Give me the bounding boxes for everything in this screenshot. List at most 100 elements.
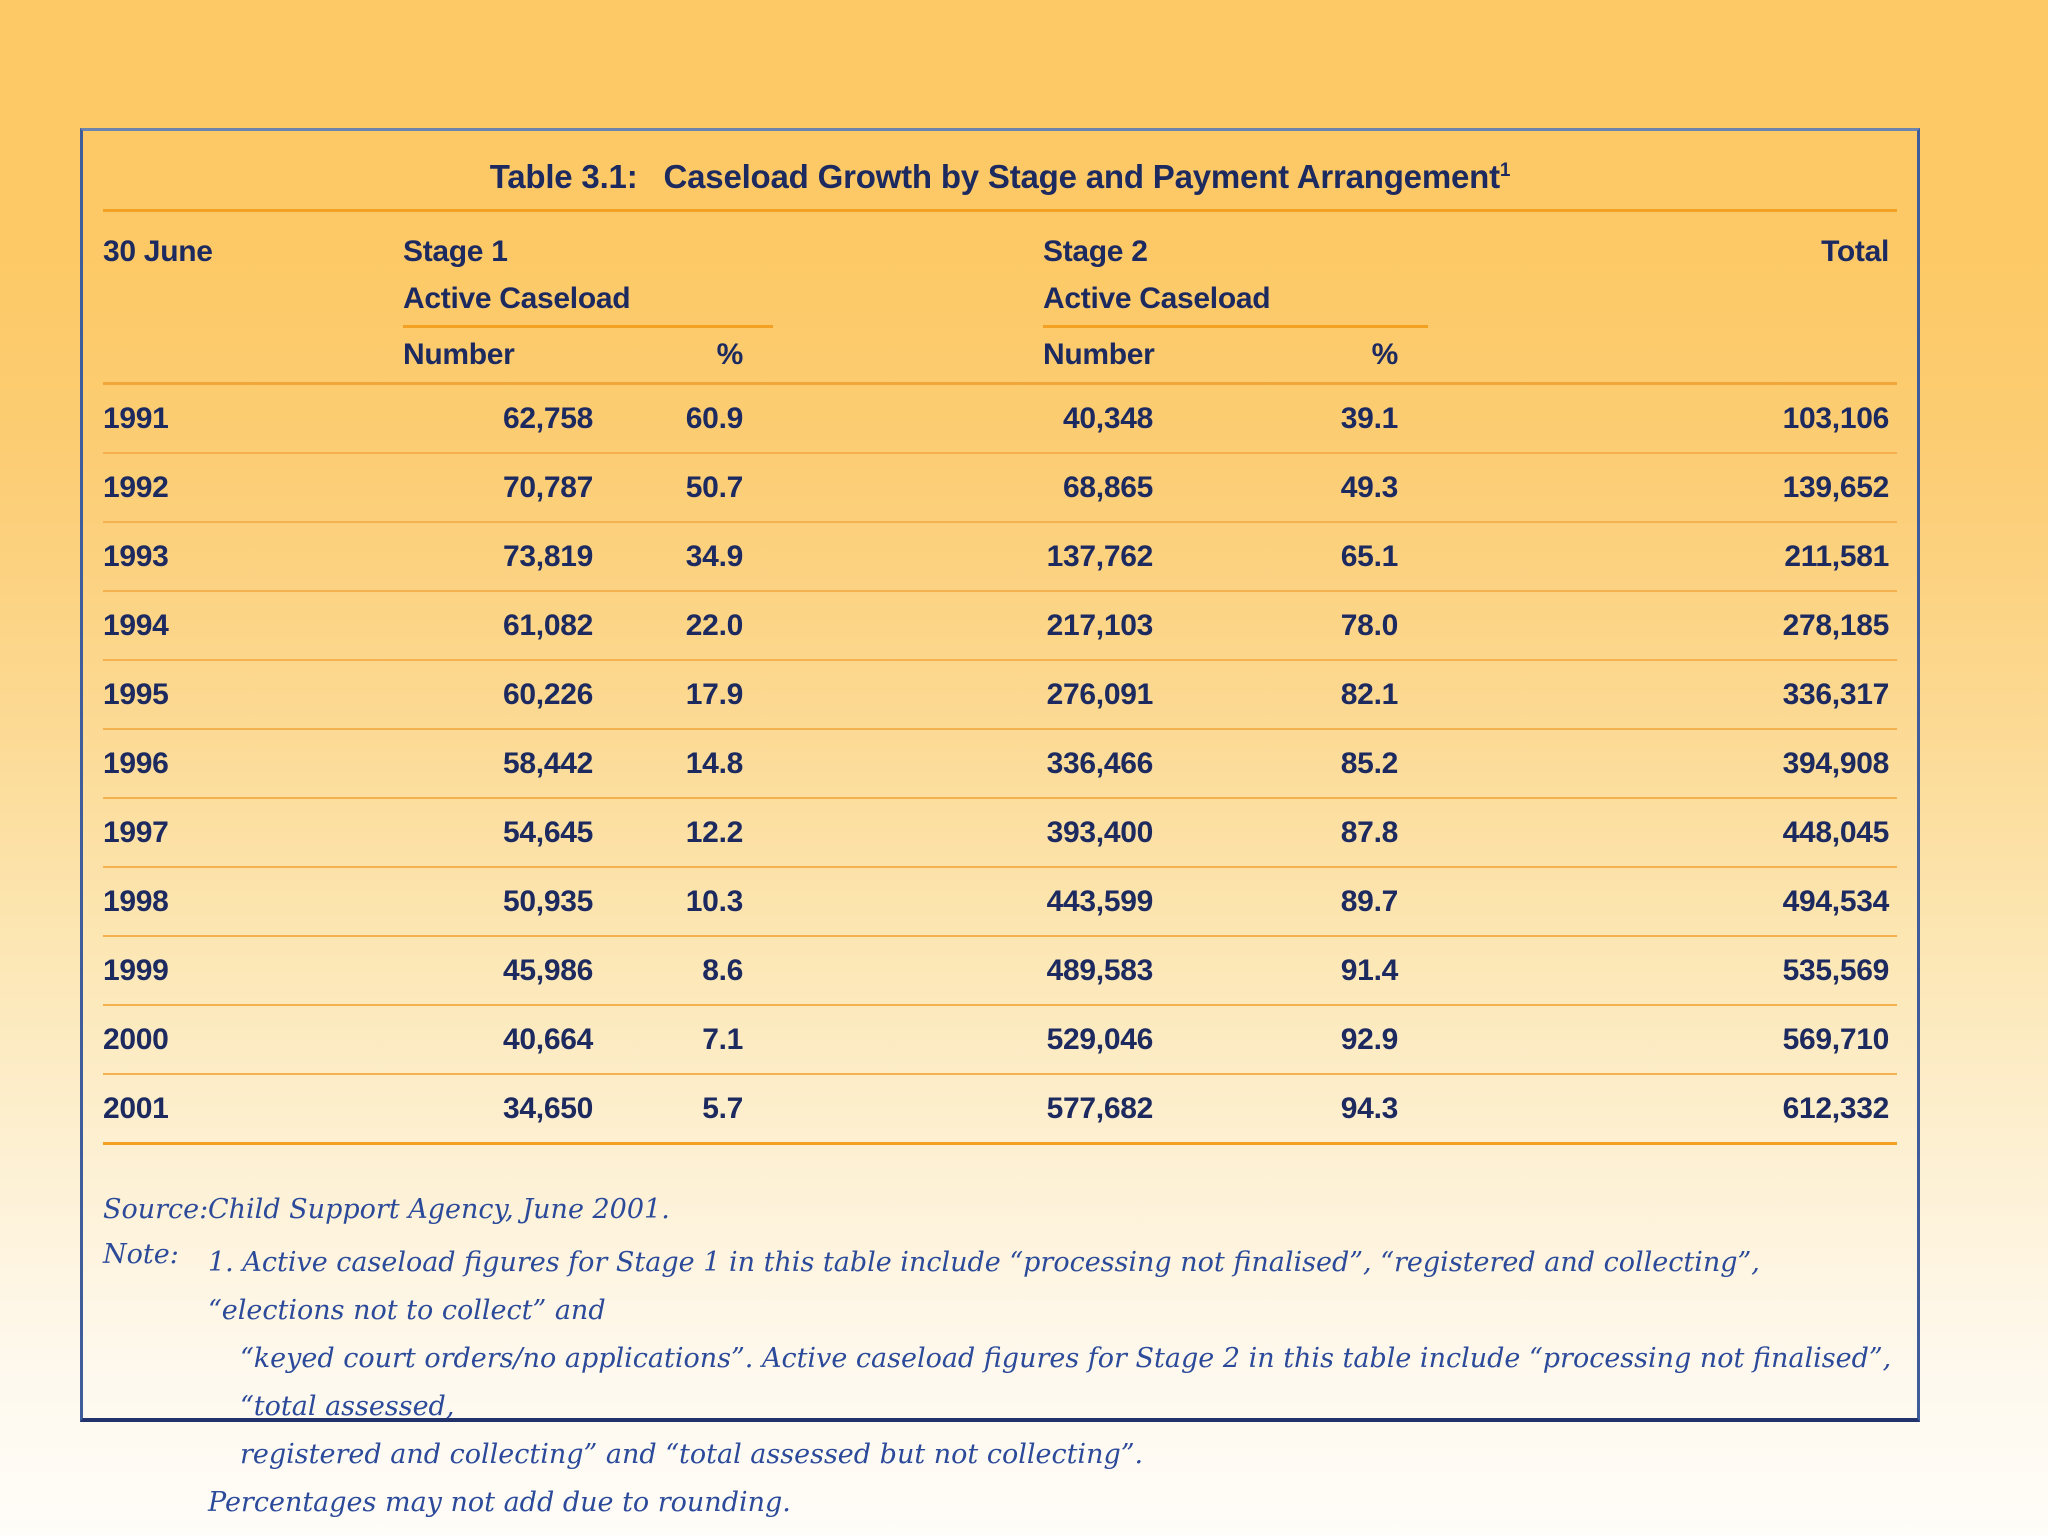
source-row: Source: Child Support Agency, June 2001.: [103, 1189, 1897, 1231]
cell-stage2-percent: 92.9: [1340, 1022, 1399, 1056]
header-row-groups: 30 June Stage 1 Stage 2 Total: [103, 224, 1897, 280]
cell-stage2-number: 217,103: [1046, 608, 1154, 642]
cell-stage1-percent: 60.9: [685, 401, 744, 435]
table-row: 1997 54,645 12.2 393,400 87.8 448,045: [103, 799, 1897, 868]
cell-stage2-number: 276,091: [1046, 677, 1154, 711]
table-row: 1995 60,226 17.9 276,091 82.1 336,317: [103, 661, 1897, 730]
cell-stage1-number: 40,664: [503, 1022, 593, 1056]
cell-stage2-number: 489,583: [1046, 953, 1154, 987]
table-title-text: Caseload Growth by Stage and Payment Arr…: [663, 158, 1511, 195]
cell-stage1-number: 70,787: [503, 470, 593, 504]
cell-stage2-percent: 85.2: [1340, 746, 1399, 780]
cell-year: 1998: [103, 884, 169, 918]
note-row: Note: 1. Active caseload figures for Sta…: [103, 1239, 1897, 1527]
cell-total: 535,569: [1782, 953, 1890, 987]
cell-year: 1993: [103, 539, 169, 573]
cell-total: 103,106: [1782, 401, 1890, 435]
cell-stage1-percent: 7.1: [702, 1022, 743, 1056]
cell-stage1-number: 54,645: [503, 815, 593, 849]
cell-stage1-percent: 12.2: [685, 815, 744, 849]
cell-stage1-number: 73,819: [503, 539, 593, 573]
cell-year: 1991: [103, 401, 169, 435]
note-line-4: Percentages may not add due to rounding.: [208, 1487, 791, 1518]
header-period: 30 June: [103, 235, 213, 268]
header-row-measures: Number % Number %: [103, 328, 1897, 382]
cell-stage2-percent: 78.0: [1340, 608, 1399, 642]
cell-total: 494,534: [1782, 884, 1890, 918]
note-line-1: 1. Active caseload figures for Stage 1 i…: [208, 1247, 1760, 1326]
table-row: 1991 62,758 60.9 40,348 39.1 103,106: [103, 385, 1897, 454]
cell-stage2-percent: 91.4: [1340, 953, 1399, 987]
cell-year: 1992: [103, 470, 169, 504]
cell-year: 2000: [103, 1022, 169, 1056]
cell-total: 394,908: [1782, 746, 1890, 780]
cell-stage1-number: 62,758: [503, 401, 593, 435]
cell-stage1-number: 58,442: [503, 746, 593, 780]
header-stage1-percent: %: [716, 338, 744, 371]
cell-stage1-number: 34,650: [503, 1091, 593, 1125]
source-label: Source:: [103, 1194, 209, 1225]
source-text: Child Support Agency, June 2001.: [208, 1194, 670, 1225]
cell-year: 1995: [103, 677, 169, 711]
cell-total: 336,317: [1782, 677, 1890, 711]
cell-stage2-percent: 94.3: [1340, 1091, 1399, 1125]
cell-stage2-percent: 82.1: [1340, 677, 1399, 711]
cell-stage2-number: 529,046: [1046, 1022, 1154, 1056]
header-stage2-active-caseload: Active Caseload: [1043, 282, 1428, 328]
cell-stage1-percent: 17.9: [685, 677, 744, 711]
cell-total: 569,710: [1782, 1022, 1890, 1056]
table-title-footnote-marker: 1: [1499, 160, 1511, 181]
cell-total: 211,581: [1784, 539, 1889, 573]
table-row: 2000 40,664 7.1 529,046 92.9 569,710: [103, 1006, 1897, 1075]
cell-stage1-percent: 22.0: [685, 608, 744, 642]
table-row: 1999 45,986 8.6 489,583 91.4 535,569: [103, 937, 1897, 1006]
table-title: Table 3.1: Caseload Growth by Stage and …: [103, 145, 1897, 209]
cell-total: 278,185: [1782, 608, 1890, 642]
cell-total: 448,045: [1782, 815, 1890, 849]
table-title-label: Table 3.1:: [489, 158, 638, 195]
cell-stage1-number: 50,935: [503, 884, 593, 918]
cell-stage2-number: 393,400: [1046, 815, 1154, 849]
cell-stage1-percent: 5.7: [702, 1091, 743, 1125]
header-divider: [103, 382, 1897, 385]
note-text: 1. Active caseload figures for Stage 1 i…: [208, 1239, 1897, 1527]
cell-stage2-number: 68,865: [1063, 470, 1153, 504]
table-body: 1991 62,758 60.9 40,348 39.1 103,106 199…: [103, 385, 1897, 1142]
table-row: 2001 34,650 5.7 577,682 94.3 612,332: [103, 1075, 1897, 1142]
cell-stage2-percent: 89.7: [1340, 884, 1399, 918]
cell-stage2-number: 577,682: [1046, 1091, 1154, 1125]
note-line-3: registered and collecting” and “total as…: [240, 1439, 1144, 1470]
table-panel: Table 3.1: Caseload Growth by Stage and …: [80, 128, 1920, 1518]
cell-stage1-percent: 8.6: [702, 953, 743, 987]
cell-stage2-percent: 39.1: [1340, 401, 1399, 435]
table-row: 1998 50,935 10.3 443,599 89.7 494,534: [103, 868, 1897, 937]
cell-total: 612,332: [1782, 1091, 1890, 1125]
cell-stage1-number: 60,226: [503, 677, 593, 711]
cell-year: 1996: [103, 746, 169, 780]
table-row: 1992 70,787 50.7 68,865 49.3 139,652: [103, 454, 1897, 523]
title-divider: [103, 209, 1897, 212]
cell-stage2-number: 336,466: [1046, 746, 1154, 780]
cell-year: 2001: [103, 1091, 169, 1125]
cell-stage1-percent: 14.8: [685, 746, 744, 780]
header-stage2-number: Number: [1043, 338, 1155, 371]
cell-total: 139,652: [1782, 470, 1890, 504]
cell-stage1-number: 45,986: [503, 953, 593, 987]
header-stage1: Stage 1: [403, 235, 508, 268]
header-stage2-percent: %: [1371, 338, 1399, 371]
cell-stage2-percent: 49.3: [1340, 470, 1399, 504]
header-stage2: Stage 2: [1043, 235, 1148, 268]
cell-stage1-percent: 50.7: [685, 470, 744, 504]
header-row-subtitles: Active Caseload Active Caseload: [103, 280, 1897, 328]
header-stage1-active-caseload: Active Caseload: [403, 282, 773, 328]
table-row: 1993 73,819 34.9 137,762 65.1 211,581: [103, 523, 1897, 592]
cell-stage1-percent: 34.9: [685, 539, 744, 573]
cell-stage2-number: 137,762: [1046, 539, 1154, 573]
cell-year: 1994: [103, 608, 169, 642]
cell-year: 1997: [103, 815, 169, 849]
cell-stage2-number: 443,599: [1046, 884, 1154, 918]
table-row: 1996 58,442 14.8 336,466 85.2 394,908: [103, 730, 1897, 799]
cell-stage2-number: 40,348: [1063, 401, 1153, 435]
note-label: Note:: [103, 1239, 179, 1270]
table-footer: Source: Child Support Agency, June 2001.…: [103, 1189, 1897, 1527]
